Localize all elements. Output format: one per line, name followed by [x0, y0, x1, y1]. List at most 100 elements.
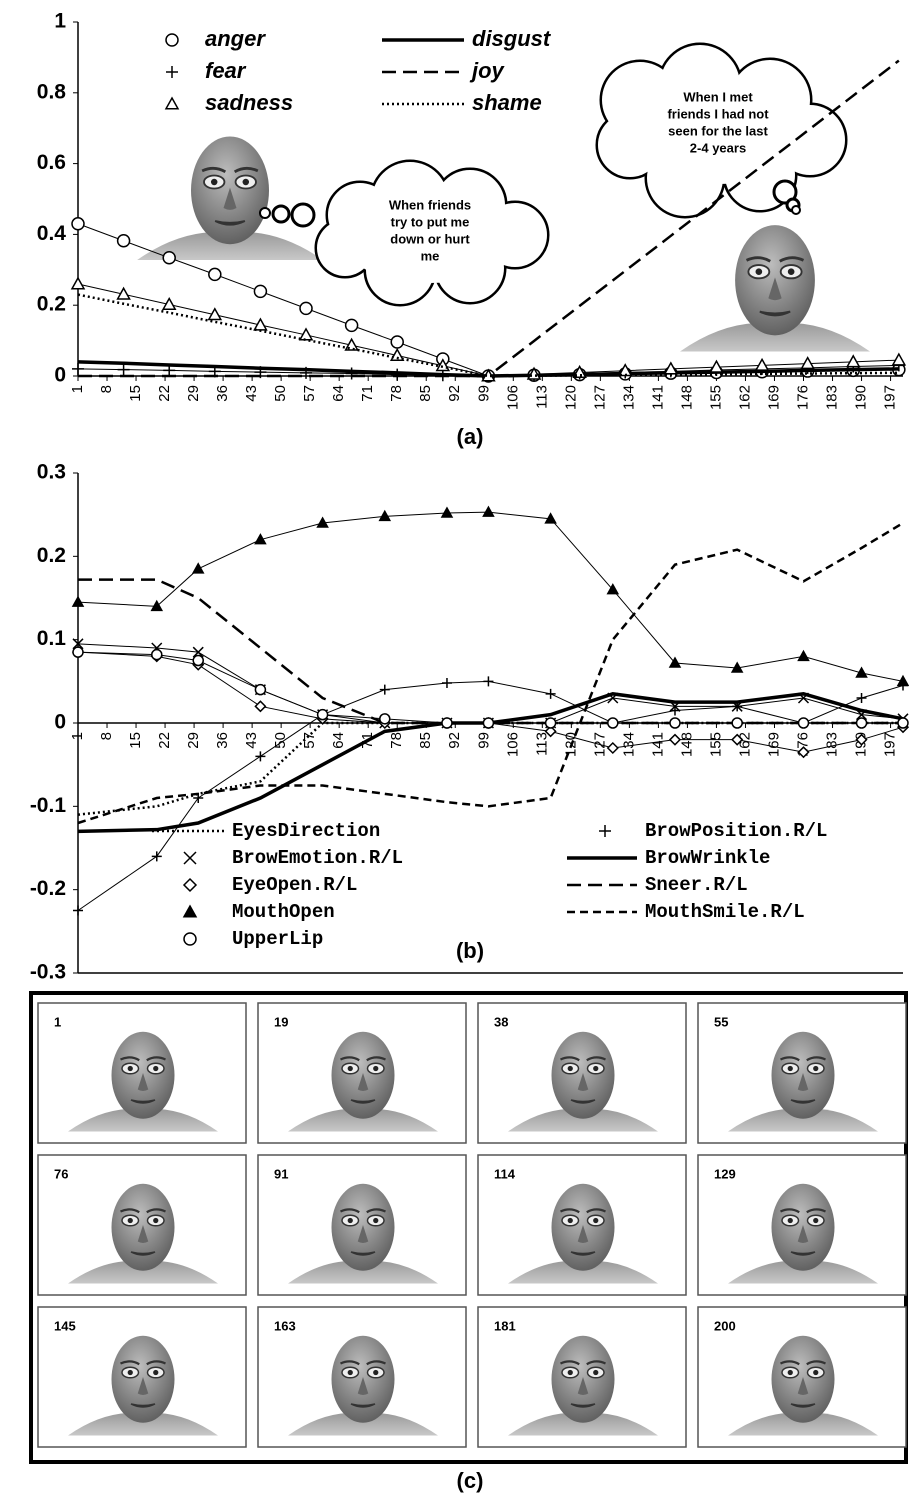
marker: [897, 717, 909, 729]
y-tick-label: 0.6: [37, 151, 66, 174]
x-tick-label: 1: [69, 385, 86, 393]
marker: [117, 363, 130, 376]
x-tick-label: 183: [823, 732, 840, 757]
marker: [389, 347, 405, 362]
x-tick-label: 141: [649, 385, 666, 410]
x-tick-label: 155: [707, 385, 724, 410]
marker: [482, 505, 495, 517]
frame-label: 38: [494, 1014, 508, 1029]
frame-label: 145: [54, 1318, 76, 1333]
marker: [150, 599, 164, 612]
frame-label: 91: [274, 1166, 288, 1181]
annotation-text: me: [421, 248, 440, 263]
marker: [378, 509, 392, 522]
marker: [797, 746, 810, 759]
marker: [151, 648, 163, 661]
x-tick-label: 36: [214, 732, 231, 749]
marker: [482, 717, 495, 729]
x-tick-label: 57: [301, 732, 318, 749]
marker: [441, 717, 453, 729]
x-tick-label: 85: [417, 732, 434, 749]
marker: [72, 646, 84, 658]
y-tick-label: 0.3: [37, 461, 66, 484]
x-tick-label: 8: [98, 385, 115, 393]
y-tick-label: -0.3: [30, 961, 66, 984]
marker: [709, 359, 724, 373]
marker: [855, 733, 868, 746]
x-tick-label: 197: [882, 385, 899, 410]
x-tick-label: 190: [853, 385, 870, 410]
legend-label: EyesDirection: [232, 820, 380, 842]
frame-label: 19: [274, 1014, 288, 1029]
marker: [164, 96, 180, 110]
legend-label: MouthOpen: [232, 901, 335, 923]
marker: [855, 666, 868, 678]
legend-label: Sneer.R/L: [645, 874, 748, 896]
marker: [207, 307, 223, 321]
x-tick-label: 127: [591, 385, 608, 410]
y-tick-label: 0.1: [37, 627, 67, 650]
annotation-text: seen for the last: [668, 123, 768, 138]
y-tick-label: 0.2: [37, 544, 66, 567]
marker: [544, 717, 557, 729]
marker: [192, 654, 204, 667]
marker: [163, 364, 176, 377]
y-tick-label: 0.8: [37, 80, 67, 103]
legend-label: UpperLip: [232, 928, 323, 950]
marker: [162, 251, 176, 265]
marker: [797, 717, 810, 729]
marker: [298, 327, 314, 341]
frame-label: 76: [54, 1166, 68, 1181]
x-tick-label: 64: [330, 732, 347, 749]
face-illustration: [678, 223, 872, 353]
x-tick-label: 50: [272, 385, 289, 402]
marker: [254, 366, 267, 379]
x-tick-label: 197: [882, 732, 899, 757]
marker: [379, 713, 391, 725]
marker: [183, 932, 197, 946]
legend-label: shame: [472, 90, 542, 115]
y-tick-label: 0: [54, 364, 66, 387]
y-tick-label: 0.4: [37, 222, 67, 245]
annotation-text: 2-4 years: [690, 140, 746, 155]
x-tick-label: 92: [446, 732, 463, 749]
x-tick-label: 1: [69, 732, 86, 740]
marker: [545, 688, 556, 699]
marker: [483, 676, 494, 687]
x-tick-label: 106: [504, 732, 521, 757]
x-tick-label: 99: [475, 732, 492, 749]
marker: [151, 851, 162, 862]
x-tick-label: 29: [185, 385, 202, 402]
x-tick-label: 141: [649, 732, 666, 757]
legend-label: anger: [205, 26, 266, 51]
x-tick-label: 50: [272, 732, 289, 749]
marker: [254, 700, 267, 713]
y-tick-label: 0.2: [37, 293, 66, 316]
legend-label: BrowWrinkle: [645, 847, 770, 869]
x-tick-label: 64: [330, 385, 347, 402]
frame-label: 1: [54, 1014, 61, 1029]
marker: [70, 276, 86, 290]
x-tick-label: 148: [678, 385, 695, 410]
y-tick-label: -0.1: [30, 794, 67, 817]
x-tick-label: 29: [185, 732, 202, 749]
frame-label: 181: [494, 1318, 516, 1333]
annotation-text: down or hurt: [390, 231, 470, 246]
y-tick-label: -0.2: [30, 877, 66, 900]
marker: [606, 583, 620, 595]
marker: [253, 284, 268, 299]
x-tick-label: 120: [562, 385, 579, 410]
legend-label: BrowPosition.R/L: [645, 820, 827, 842]
marker: [182, 877, 198, 893]
marker: [668, 656, 682, 668]
legend-label: BrowEmotion.R/L: [232, 847, 403, 869]
legend-label: fear: [205, 58, 247, 83]
annotation-text: When friends: [389, 197, 471, 212]
x-tick-label: 78: [388, 385, 405, 402]
face-illustration: [135, 135, 325, 262]
legend-label: MouthSmile.R/L: [645, 901, 805, 923]
x-tick-label: 148: [678, 732, 695, 757]
frame-label: 163: [274, 1318, 296, 1333]
legend-label: EyeOpen.R/L: [232, 874, 357, 896]
marker: [668, 733, 682, 746]
